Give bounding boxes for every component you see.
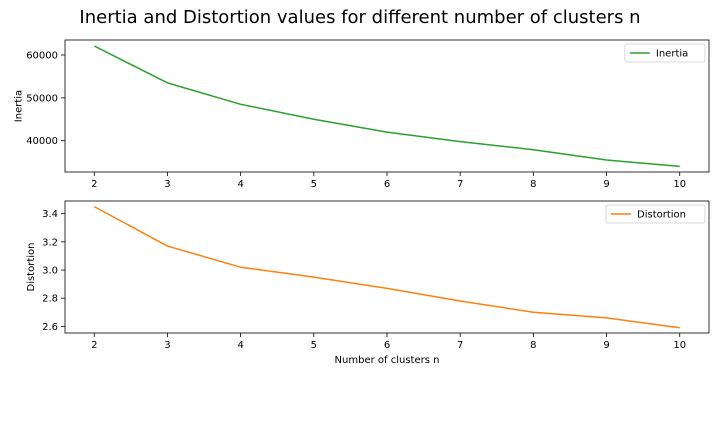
top-x-tick-label: 10: [673, 179, 686, 190]
top-axes-frame: [64, 39, 710, 173]
top-y-tick-label: 50000: [26, 93, 58, 104]
figure-title: Inertia and Distortion values for differ…: [79, 7, 640, 28]
top-legend-label: Inertia: [656, 49, 688, 60]
bottom-y-tick-label: 2.8: [42, 294, 58, 305]
top-axes-panel: 2 3 4 5 6 7 8 9 10 40000 50000 60000 Inertia Inertia: [14, 39, 710, 190]
top-x-tick-label: 4: [237, 179, 243, 190]
bottom-x-tick-label: 4: [237, 340, 243, 351]
bottom-x-tick-label: 8: [530, 340, 536, 351]
top-y-tick-label: 40000: [26, 136, 58, 147]
top-legend-box: [624, 43, 706, 63]
top-series-line-inertia: [93, 45, 680, 168]
top-y-axis-label: Inertia: [14, 90, 25, 122]
bottom-y-tick-label: 3.2: [42, 237, 58, 248]
bottom-y-axis-label: Distortion: [26, 243, 37, 292]
top-x-tick-label: 9: [603, 179, 609, 190]
bottom-x-tick-label: 9: [603, 340, 609, 351]
bottom-y-tick-label: 3.0: [42, 266, 58, 277]
top-x-tick-label: 8: [530, 179, 536, 190]
top-x-tick-label: 2: [91, 179, 97, 190]
bottom-x-tick-label: 3: [164, 340, 170, 351]
bottom-x-tick-label: 2: [91, 340, 97, 351]
top-x-tick-label: 7: [457, 179, 463, 190]
bottom-axes-panel: 2 3 4 5 6 7 8 9 10 2.6 2.8 3.0 3.2 3.4 Distortion Numbe…: [26, 200, 710, 366]
bottom-x-tick-label: 6: [384, 340, 390, 351]
bottom-x-tick-label: 10: [673, 340, 686, 351]
bottom-y-tick-label: 2.6: [42, 322, 58, 333]
bottom-x-tick-label: 7: [457, 340, 463, 351]
bottom-legend-label: Distortion: [637, 210, 686, 221]
bottom-legend-box: [605, 204, 706, 224]
top-y-tick-label: 60000: [26, 51, 58, 62]
top-legend: Inertia: [624, 43, 706, 63]
bottom-x-axis-label: Number of clusters n: [335, 355, 440, 366]
bottom-y-tick-label: 3.4: [42, 209, 58, 220]
top-x-tick-label: 6: [384, 179, 390, 190]
bottom-x-tick-label: 5: [311, 340, 317, 351]
bottom-legend: Distortion: [605, 204, 706, 224]
bottom-series-line-distortion: [93, 205, 680, 329]
top-x-tick-label: 3: [164, 179, 170, 190]
top-x-tick-label: 5: [311, 179, 317, 190]
